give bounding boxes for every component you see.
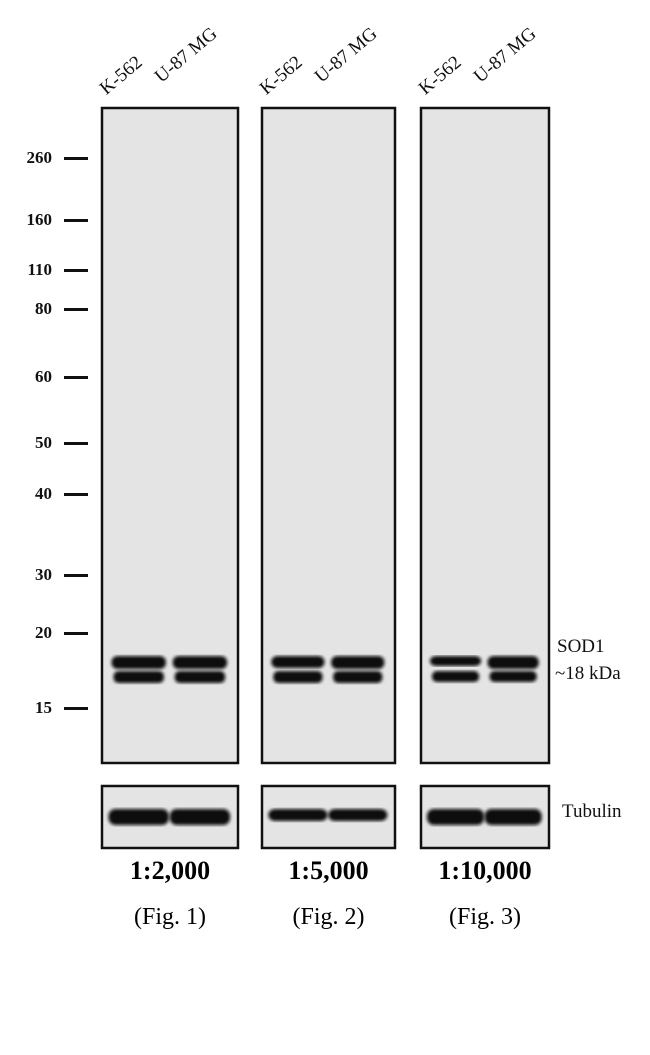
marker-label: 160 (26, 210, 53, 229)
marker-label: 20 (35, 623, 52, 642)
loading-control-label: Tubulin (562, 801, 622, 822)
marker-tick (64, 493, 88, 496)
marker-tick (64, 376, 88, 379)
sod1-upper-band (111, 656, 166, 669)
tubulin-band (268, 809, 328, 821)
marker-tick (64, 269, 88, 272)
sod1-lower-band (333, 671, 383, 683)
sod1-upper-band (271, 656, 325, 668)
target-name: SOD1 (557, 636, 605, 657)
main-blot-panel (260, 106, 397, 765)
tubulin-band (169, 809, 231, 825)
sod1-upper-band (429, 656, 482, 666)
sod1-lower-band (489, 671, 537, 682)
sod1-lower-band (431, 671, 480, 682)
sod1-lower-band (113, 671, 164, 683)
figure-label: (Fig. 2) (292, 904, 365, 930)
marker-label: 50 (35, 433, 52, 452)
marker-tick (64, 157, 88, 160)
marker-tick (64, 707, 88, 710)
marker-label: 15 (35, 698, 52, 717)
marker-tick (64, 308, 88, 311)
marker-label: 60 (35, 367, 52, 386)
figure-label: (Fig. 3) (449, 904, 521, 930)
tubulin-band (484, 809, 542, 825)
dilution-label: 1:10,000 (438, 856, 532, 885)
sod1-lower-band (273, 671, 323, 683)
dilution-label: 1:2,000 (129, 856, 211, 885)
tubulin-band (108, 809, 169, 825)
sod1-lower-band (174, 671, 226, 683)
marker-label: 110 (27, 260, 52, 279)
marker-label: 80 (35, 299, 52, 318)
marker-label: 260 (26, 148, 53, 167)
marker-tick (64, 632, 88, 635)
dilution-label: 1:5,000 (288, 856, 369, 885)
sod1-upper-band (331, 656, 385, 669)
target-size: ~18 kDa (555, 663, 621, 684)
marker-tick (64, 574, 88, 577)
main-blot-panel (100, 106, 240, 765)
marker-tick (64, 442, 88, 445)
sod1-upper-band (487, 656, 539, 669)
marker-label: 30 (35, 565, 52, 584)
sod1-upper-band (172, 656, 228, 669)
tubulin-band (328, 809, 388, 821)
marker-label: 40 (35, 484, 52, 503)
main-blot-panel (419, 106, 551, 765)
marker-tick (64, 219, 88, 222)
tubulin-band (426, 809, 485, 825)
figure-label: (Fig. 1) (134, 904, 206, 930)
